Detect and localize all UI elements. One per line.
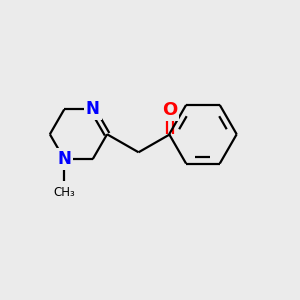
Text: CH₃: CH₃ (53, 186, 75, 199)
Text: O: O (162, 101, 178, 119)
Text: N: N (57, 150, 71, 168)
Text: N: N (86, 100, 100, 118)
